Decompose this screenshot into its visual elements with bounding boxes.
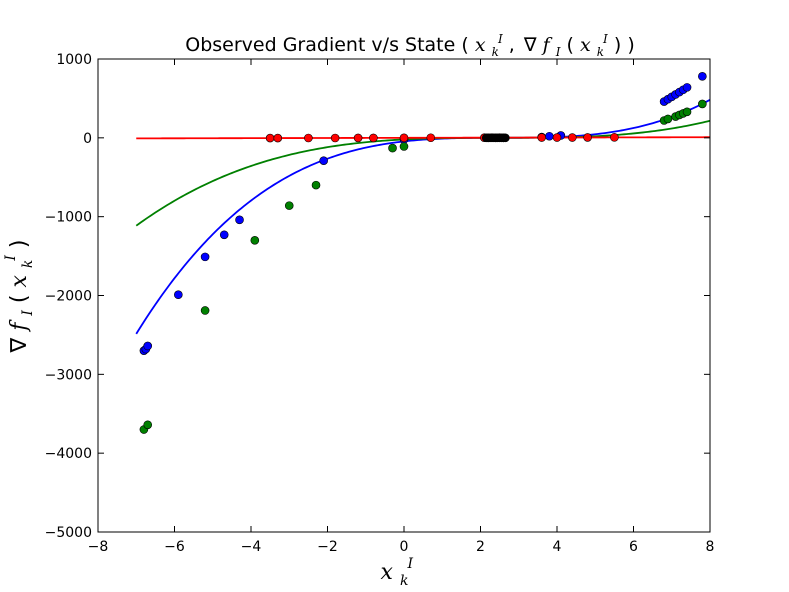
data-point-series-1 (250, 236, 260, 245)
y-tick-label: −1000 (45, 210, 92, 226)
y-tick-label: 0 (83, 131, 92, 147)
y-tick-labels: −5000 −4000 −3000 −2000 −1000 0 1000 (45, 52, 92, 541)
title-math-close: ) (627, 34, 634, 56)
title-math-sub-k: k (492, 45, 499, 59)
y-axis-label: ∇ f I ( x k I ) (0, 239, 38, 353)
x-tick-label: 4 (553, 539, 562, 555)
data-point-series-1 (698, 99, 707, 109)
x-axis-label-sup: I (406, 556, 413, 572)
x-tick-label: −6 (164, 539, 185, 555)
fit-curve-0 (135, 99, 710, 335)
data-point-series-0 (174, 290, 183, 300)
data-point-series-1 (399, 142, 409, 151)
title-math-nabla: ∇ (523, 34, 537, 56)
y-axis-label-sup-i: I (3, 255, 19, 262)
y-tick-label: 1000 (56, 52, 92, 68)
plot-background (98, 59, 710, 532)
data-point-series-2 (567, 133, 577, 142)
data-point-series-2 (537, 133, 547, 142)
y-axis-label-sub-i: I (20, 310, 36, 317)
data-point-series-0 (219, 230, 229, 240)
x-tick-label: 6 (629, 539, 638, 555)
title-math-f: f (541, 34, 553, 56)
data-point-series-1 (663, 114, 673, 124)
chart-title: Observed Gradient v/s State ( x k I , ∇ … (185, 26, 634, 61)
title-math-sup-i2: I (602, 32, 608, 46)
x-tick-label: 2 (476, 539, 485, 555)
x-tick-labels: −8 −6 −4 −2 0 2 4 6 8 (88, 539, 715, 555)
data-point-series-0 (235, 215, 244, 225)
data-points (139, 72, 707, 434)
title-math-open: ( (461, 34, 468, 56)
data-point-series-3 (501, 133, 510, 143)
y-tick-label: −2000 (45, 289, 92, 305)
data-point-series-1 (311, 180, 321, 190)
title-math-rparen: ) (614, 34, 621, 56)
chart-title-text: Observed Gradient v/s State (185, 34, 455, 56)
title-math-sup-i: I (497, 32, 503, 46)
x-axis-label-sub: k (400, 573, 408, 589)
data-point-series-2 (273, 133, 283, 143)
data-point-series-2 (552, 133, 562, 142)
data-point-series-2 (583, 133, 592, 142)
x-tick-label: 8 (706, 539, 715, 555)
data-point-series-1 (284, 201, 294, 210)
data-point-series-0 (698, 72, 707, 81)
y-axis-label-lparen: ( (7, 295, 32, 304)
x-axis-label: x k I (381, 556, 416, 591)
title-math-lparen: ( (566, 34, 573, 56)
data-point-series-2 (426, 133, 436, 143)
data-point-series-0 (143, 341, 153, 351)
data-point-series-0 (200, 252, 210, 262)
data-point-series-2 (369, 133, 378, 143)
title-math-sub-k2: k (597, 45, 604, 59)
data-point-series-2 (353, 133, 363, 143)
data-point-series-0 (682, 83, 692, 92)
y-tick-label: −5000 (45, 525, 92, 541)
data-point-series-2 (610, 133, 619, 142)
y-tick-label: −4000 (45, 446, 92, 462)
axis-ticks (97, 58, 711, 533)
data-point-series-0 (545, 131, 554, 141)
x-tick-label: 0 (400, 539, 409, 555)
x-tick-label: −8 (88, 539, 109, 555)
data-point-series-1 (200, 306, 210, 315)
x-tick-label: −4 (241, 539, 262, 555)
x-axis-label-x: x (381, 560, 394, 585)
data-point-series-2 (399, 133, 409, 143)
y-axis-label-nabla: ∇ (7, 338, 32, 354)
title-math-x2: x (580, 34, 591, 56)
y-axis-label-rparen: ) (7, 239, 32, 248)
y-axis-label-f: f (7, 319, 32, 333)
data-point-series-1 (388, 143, 397, 153)
data-point-series-1 (143, 420, 153, 430)
y-tick-label: −3000 (45, 367, 92, 383)
y-axis-label-x: x (7, 275, 32, 288)
y-axis-label-sub-k: k (20, 260, 36, 268)
title-math-x: x (475, 34, 486, 56)
fit-curve-2 (136, 136, 710, 140)
data-point-series-0 (319, 156, 328, 165)
title-math-sub-i: I (555, 45, 561, 59)
x-tick-label: −2 (317, 539, 338, 555)
title-math-comma: , (509, 34, 515, 56)
data-point-series-2 (330, 133, 340, 143)
data-point-series-2 (304, 133, 313, 143)
data-point-series-1 (682, 107, 692, 117)
data-point-series-2 (265, 133, 275, 143)
